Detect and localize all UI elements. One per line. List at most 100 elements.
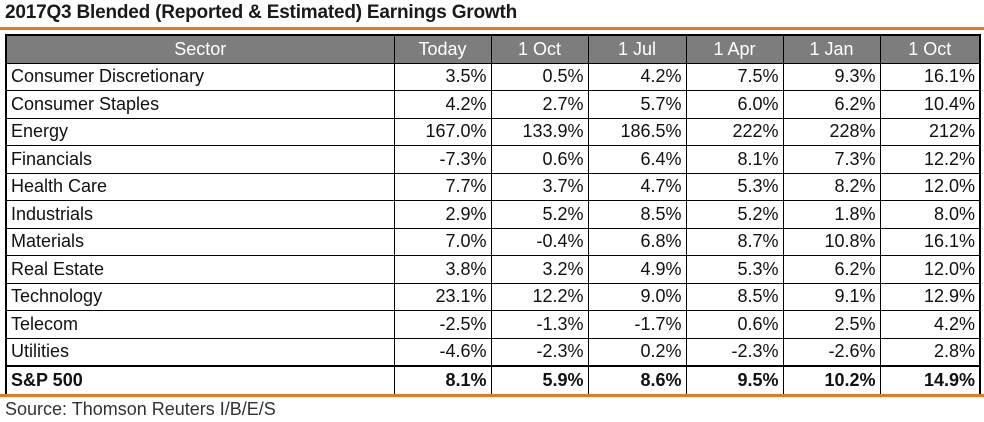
table-row: Financials -7.3% 0.6% 6.4% 8.1% 7.3% 12.2%: [5, 145, 981, 174]
growth-value-cell: 5.9%: [490, 365, 589, 395]
growth-value-cell: 3.5%: [393, 62, 492, 91]
growth-value-cell: 14.9%: [879, 365, 981, 395]
table-row: Technology 23.1% 12.2% 9.0% 8.5% 9.1% 12.9%: [5, 282, 981, 311]
sector-name-cell: Energy: [5, 117, 395, 146]
table-row: Consumer Staples 4.2% 2.7% 5.7% 6.0% 6.2% 10.4…: [5, 90, 981, 119]
growth-value-cell: 12.0%: [879, 172, 981, 201]
growth-value-cell: 7.5%: [685, 62, 784, 91]
growth-value-cell: 8.1%: [685, 145, 784, 174]
growth-value-cell: 3.8%: [393, 255, 492, 284]
sector-name-cell: Health Care: [5, 172, 395, 201]
growth-value-cell: -2.6%: [782, 337, 881, 367]
growth-value-cell: 7.3%: [782, 145, 881, 174]
growth-value-cell: 0.5%: [490, 62, 589, 91]
growth-value-cell: 5.3%: [685, 255, 784, 284]
table-title: 2017Q3 Blended (Reported & Estimated) Ea…: [5, 2, 518, 23]
growth-value-cell: 5.3%: [685, 172, 784, 201]
sector-name-cell: Industrials: [5, 200, 395, 229]
growth-value-cell: 4.2%: [393, 90, 492, 119]
table-row: Health Care 7.7% 3.7% 4.7% 5.3% 8.2% 12.0%: [5, 172, 981, 201]
growth-value-cell: 7.7%: [393, 172, 492, 201]
column-header: Today: [393, 34, 492, 64]
table-row: Telecom -2.5% -1.3% -1.7% 0.6% 2.5% 4.2%: [5, 310, 981, 339]
growth-value-cell: 12.9%: [879, 282, 981, 311]
growth-value-cell: 6.8%: [587, 227, 687, 256]
growth-value-cell: -4.6%: [393, 337, 492, 367]
growth-value-cell: 1.8%: [782, 200, 881, 229]
growth-value-cell: 5.7%: [587, 90, 687, 119]
growth-value-cell: 228%: [782, 117, 881, 146]
column-header: Sector: [5, 34, 395, 64]
growth-value-cell: 2.5%: [782, 310, 881, 339]
growth-value-cell: 8.2%: [782, 172, 881, 201]
growth-value-cell: 9.3%: [782, 62, 881, 91]
table-row: Materials 7.0% -0.4% 6.8% 8.7% 10.8% 16.1%: [5, 227, 981, 256]
sector-name-cell: Real Estate: [5, 255, 395, 284]
growth-value-cell: 6.2%: [782, 90, 881, 119]
growth-value-cell: -1.3%: [490, 310, 589, 339]
growth-value-cell: 3.7%: [490, 172, 589, 201]
growth-value-cell: 9.5%: [685, 365, 784, 395]
growth-value-cell: 6.0%: [685, 90, 784, 119]
growth-value-cell: 16.1%: [879, 227, 981, 256]
growth-value-cell: 212%: [879, 117, 981, 146]
bottom-rule: [0, 394, 984, 397]
column-header: 1 Jul: [587, 34, 687, 64]
title-rule: [0, 27, 984, 30]
sector-name-cell: Financials: [5, 145, 395, 174]
growth-value-cell: 8.5%: [685, 282, 784, 311]
sector-name-cell: Telecom: [5, 310, 395, 339]
growth-value-cell: 10.4%: [879, 90, 981, 119]
growth-value-cell: 4.2%: [879, 310, 981, 339]
growth-value-cell: 133.9%: [490, 117, 589, 146]
growth-value-cell: -2.3%: [685, 337, 784, 367]
growth-value-cell: 2.9%: [393, 200, 492, 229]
growth-value-cell: 4.2%: [587, 62, 687, 91]
sector-name-cell: Materials: [5, 227, 395, 256]
sector-name-cell: Consumer Discretionary: [5, 62, 395, 91]
total-row: S&P 500 8.1% 5.9% 8.6% 9.5% 10.2% 14.9%: [5, 365, 981, 395]
growth-value-cell: 9.1%: [782, 282, 881, 311]
column-header: 1 Apr: [685, 34, 784, 64]
growth-value-cell: 12.0%: [879, 255, 981, 284]
sector-name-cell: Technology: [5, 282, 395, 311]
growth-value-cell: -1.7%: [587, 310, 687, 339]
table-row: Consumer Discretionary 3.5% 0.5% 4.2% 7.5% 9.…: [5, 62, 981, 91]
growth-value-cell: 8.0%: [879, 200, 981, 229]
column-header: 1 Oct: [490, 34, 589, 64]
growth-value-cell: 7.0%: [393, 227, 492, 256]
sector-name-cell: S&P 500: [5, 365, 395, 395]
growth-value-cell: -2.5%: [393, 310, 492, 339]
growth-value-cell: 12.2%: [879, 145, 981, 174]
header-row: Sector Today 1 Oct 1 Jul 1 Apr 1 Jan 1 Oct: [5, 34, 981, 64]
growth-value-cell: 16.1%: [879, 62, 981, 91]
growth-value-cell: -7.3%: [393, 145, 492, 174]
growth-value-cell: 8.1%: [393, 365, 492, 395]
table-row: Energy 167.0% 133.9% 186.5% 222% 228% 212%: [5, 117, 981, 146]
source-note: Source: Thomson Reuters I/B/E/S: [5, 399, 276, 419]
table-body: Consumer Discretionary 3.5% 0.5% 4.2% 7.5% 9.…: [5, 62, 981, 395]
growth-value-cell: 8.5%: [587, 200, 687, 229]
growth-value-cell: -0.4%: [490, 227, 589, 256]
growth-value-cell: 2.8%: [879, 337, 981, 367]
growth-value-cell: 10.2%: [782, 365, 881, 395]
earnings-growth-table: Sector Today 1 Oct 1 Jul 1 Apr 1 Jan 1 Oct Con…: [5, 34, 981, 396]
growth-value-cell: 8.7%: [685, 227, 784, 256]
growth-value-cell: 0.2%: [587, 337, 687, 367]
growth-value-cell: 4.7%: [587, 172, 687, 201]
growth-value-cell: 186.5%: [587, 117, 687, 146]
growth-value-cell: 8.6%: [587, 365, 687, 395]
growth-value-cell: 3.2%: [490, 255, 589, 284]
growth-value-cell: 5.2%: [685, 200, 784, 229]
growth-value-cell: 2.7%: [490, 90, 589, 119]
sector-name-cell: Consumer Staples: [5, 90, 395, 119]
growth-value-cell: 4.9%: [587, 255, 687, 284]
growth-value-cell: 9.0%: [587, 282, 687, 311]
growth-value-cell: 167.0%: [393, 117, 492, 146]
growth-value-cell: 12.2%: [490, 282, 589, 311]
growth-value-cell: -2.3%: [490, 337, 589, 367]
growth-value-cell: 6.2%: [782, 255, 881, 284]
table-row: Utilities -4.6% -2.3% 0.2% -2.3% -2.6% 2.8%: [5, 337, 981, 367]
column-header: 1 Jan: [782, 34, 881, 64]
growth-value-cell: 222%: [685, 117, 784, 146]
